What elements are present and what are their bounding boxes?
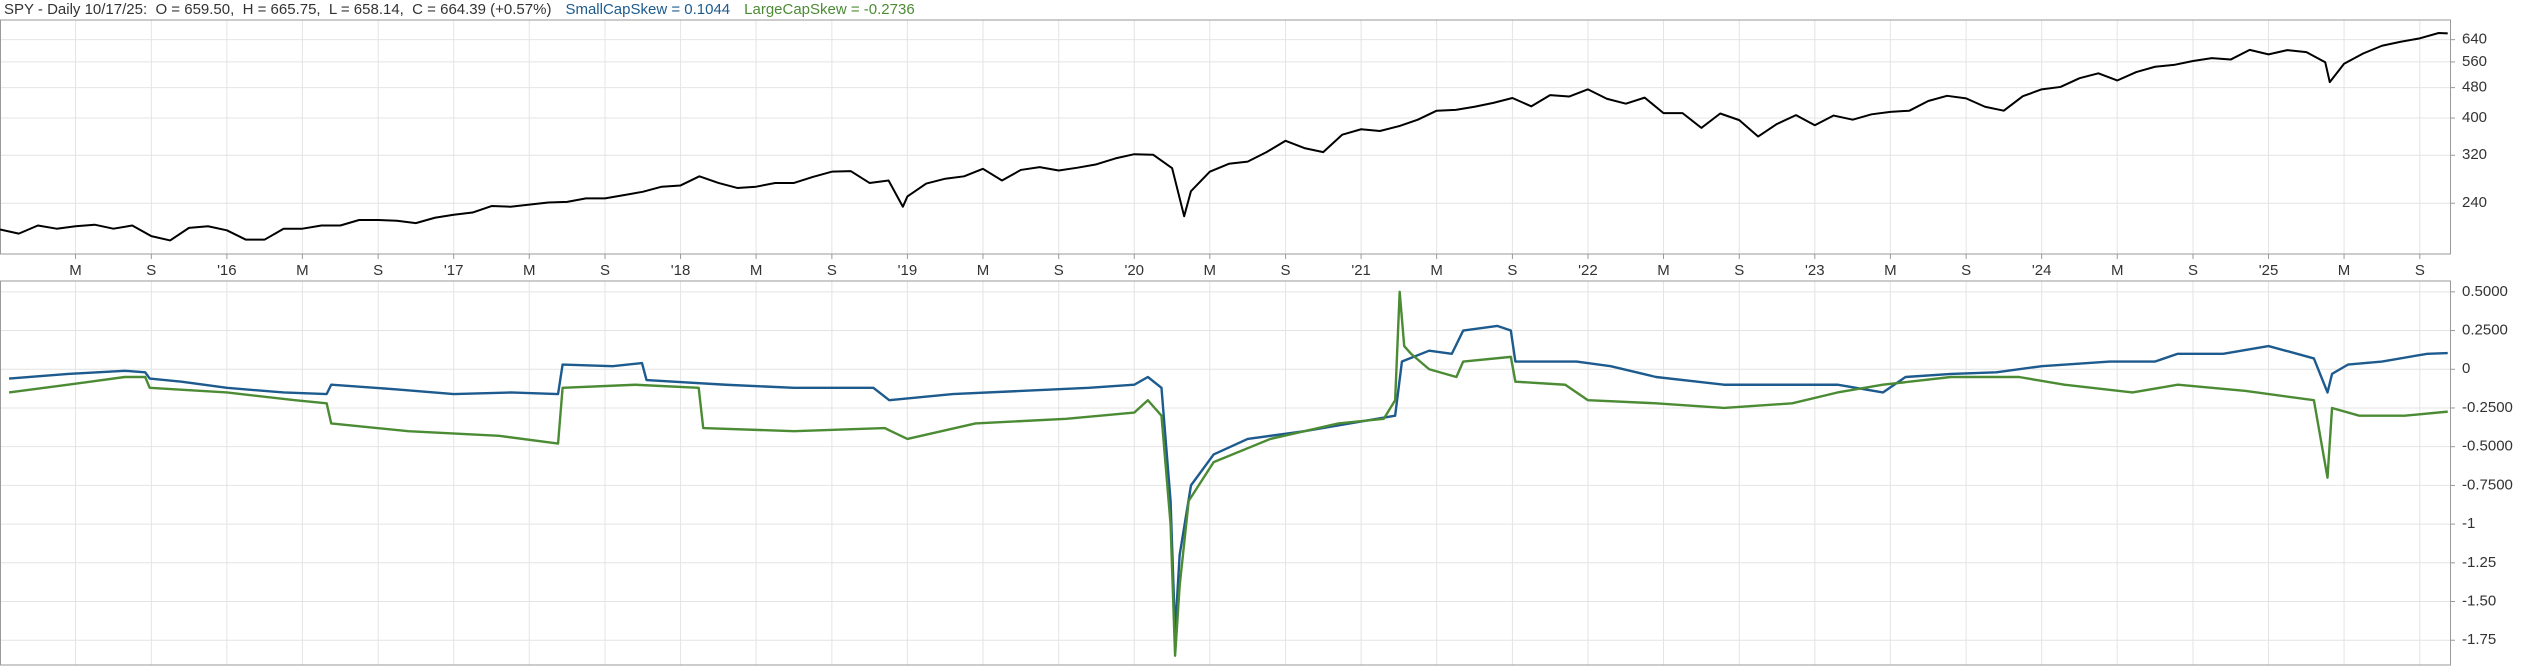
x-tick-label: M: [750, 262, 763, 279]
x-tick-label: S: [373, 262, 383, 279]
header: SPY - Daily 10/17/25: O = 659.50, H = 66…: [4, 1, 915, 18]
legend-entry: SmallCapSkew = 0.1044: [565, 1, 730, 18]
x-tick-label: S: [146, 262, 156, 279]
x-tick-label: S: [1961, 262, 1971, 279]
x-tick-label: M: [296, 262, 309, 279]
x-tick-label: M: [1657, 262, 1670, 279]
x-tick-label: S: [1281, 262, 1291, 279]
x-tick-label: M: [2111, 262, 2124, 279]
y-tick-label: 640: [2462, 31, 2487, 48]
y-tick-label: -1.75: [2462, 631, 2496, 648]
chart-title: SPY - Daily 10/17/25: O = 659.50, H = 66…: [4, 1, 551, 18]
x-tick-label: S: [827, 262, 837, 279]
x-tick-label: '21: [1351, 262, 1371, 279]
x-tick-label: M: [1204, 262, 1217, 279]
x-tick-label: S: [1054, 262, 1064, 279]
x-tick-label: M: [69, 262, 82, 279]
legend-entry: LargeCapSkew = -0.2736: [744, 1, 915, 18]
x-tick-label: S: [1734, 262, 1744, 279]
series-line: [0, 32, 2448, 242]
y-tick-label: -0.2500: [2462, 399, 2513, 416]
y-tick-label: 480: [2462, 79, 2487, 96]
x-tick-label: '20: [1124, 262, 1144, 279]
x-tick-label: '18: [671, 262, 691, 279]
y-tick-label: 400: [2462, 109, 2487, 126]
y-tick-label: 320: [2462, 146, 2487, 163]
x-tick-label: M: [1430, 262, 1443, 279]
y-tick-label: 560: [2462, 53, 2487, 70]
y-tick-label: -1: [2462, 515, 2475, 532]
x-tick-label: S: [1507, 262, 1517, 279]
y-tick-label: -0.5000: [2462, 438, 2513, 455]
y-tick-label: 0.2500: [2462, 322, 2508, 339]
x-tick-label: M: [1884, 262, 1897, 279]
y-tick-label: -1.50: [2462, 592, 2496, 609]
x-tick-label: S: [2415, 262, 2425, 279]
x-tick-label: M: [2338, 262, 2351, 279]
x-tick-label: M: [523, 262, 536, 279]
x-tick-label: '16: [217, 262, 237, 279]
y-tick-label: 0.5000: [2462, 283, 2508, 300]
x-tick-label: '24: [2032, 262, 2052, 279]
y-tick-label: 240: [2462, 194, 2487, 211]
y-tick-label: 0: [2462, 360, 2470, 377]
x-tick-label: S: [2188, 262, 2198, 279]
x-tick-label: '23: [1805, 262, 1825, 279]
series-line: [8, 290, 2448, 657]
x-tick-label: S: [600, 262, 610, 279]
x-tick-label: M: [977, 262, 990, 279]
x-tick-label: '17: [444, 262, 464, 279]
x-tick-label: '22: [1578, 262, 1598, 279]
x-tick-label: '19: [898, 262, 918, 279]
y-tick-label: -0.7500: [2462, 476, 2513, 493]
x-tick-label: '25: [2259, 262, 2279, 279]
series-line: [8, 324, 2448, 634]
plot-frame: [0, 280, 2451, 666]
y-tick-label: -1.25: [2462, 554, 2496, 571]
plot-frame: [0, 19, 2451, 255]
